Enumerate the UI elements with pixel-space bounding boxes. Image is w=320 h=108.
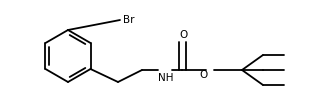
Text: O: O [199,70,207,80]
Text: O: O [180,30,188,40]
Text: NH: NH [158,73,173,83]
Text: Br: Br [123,15,134,25]
